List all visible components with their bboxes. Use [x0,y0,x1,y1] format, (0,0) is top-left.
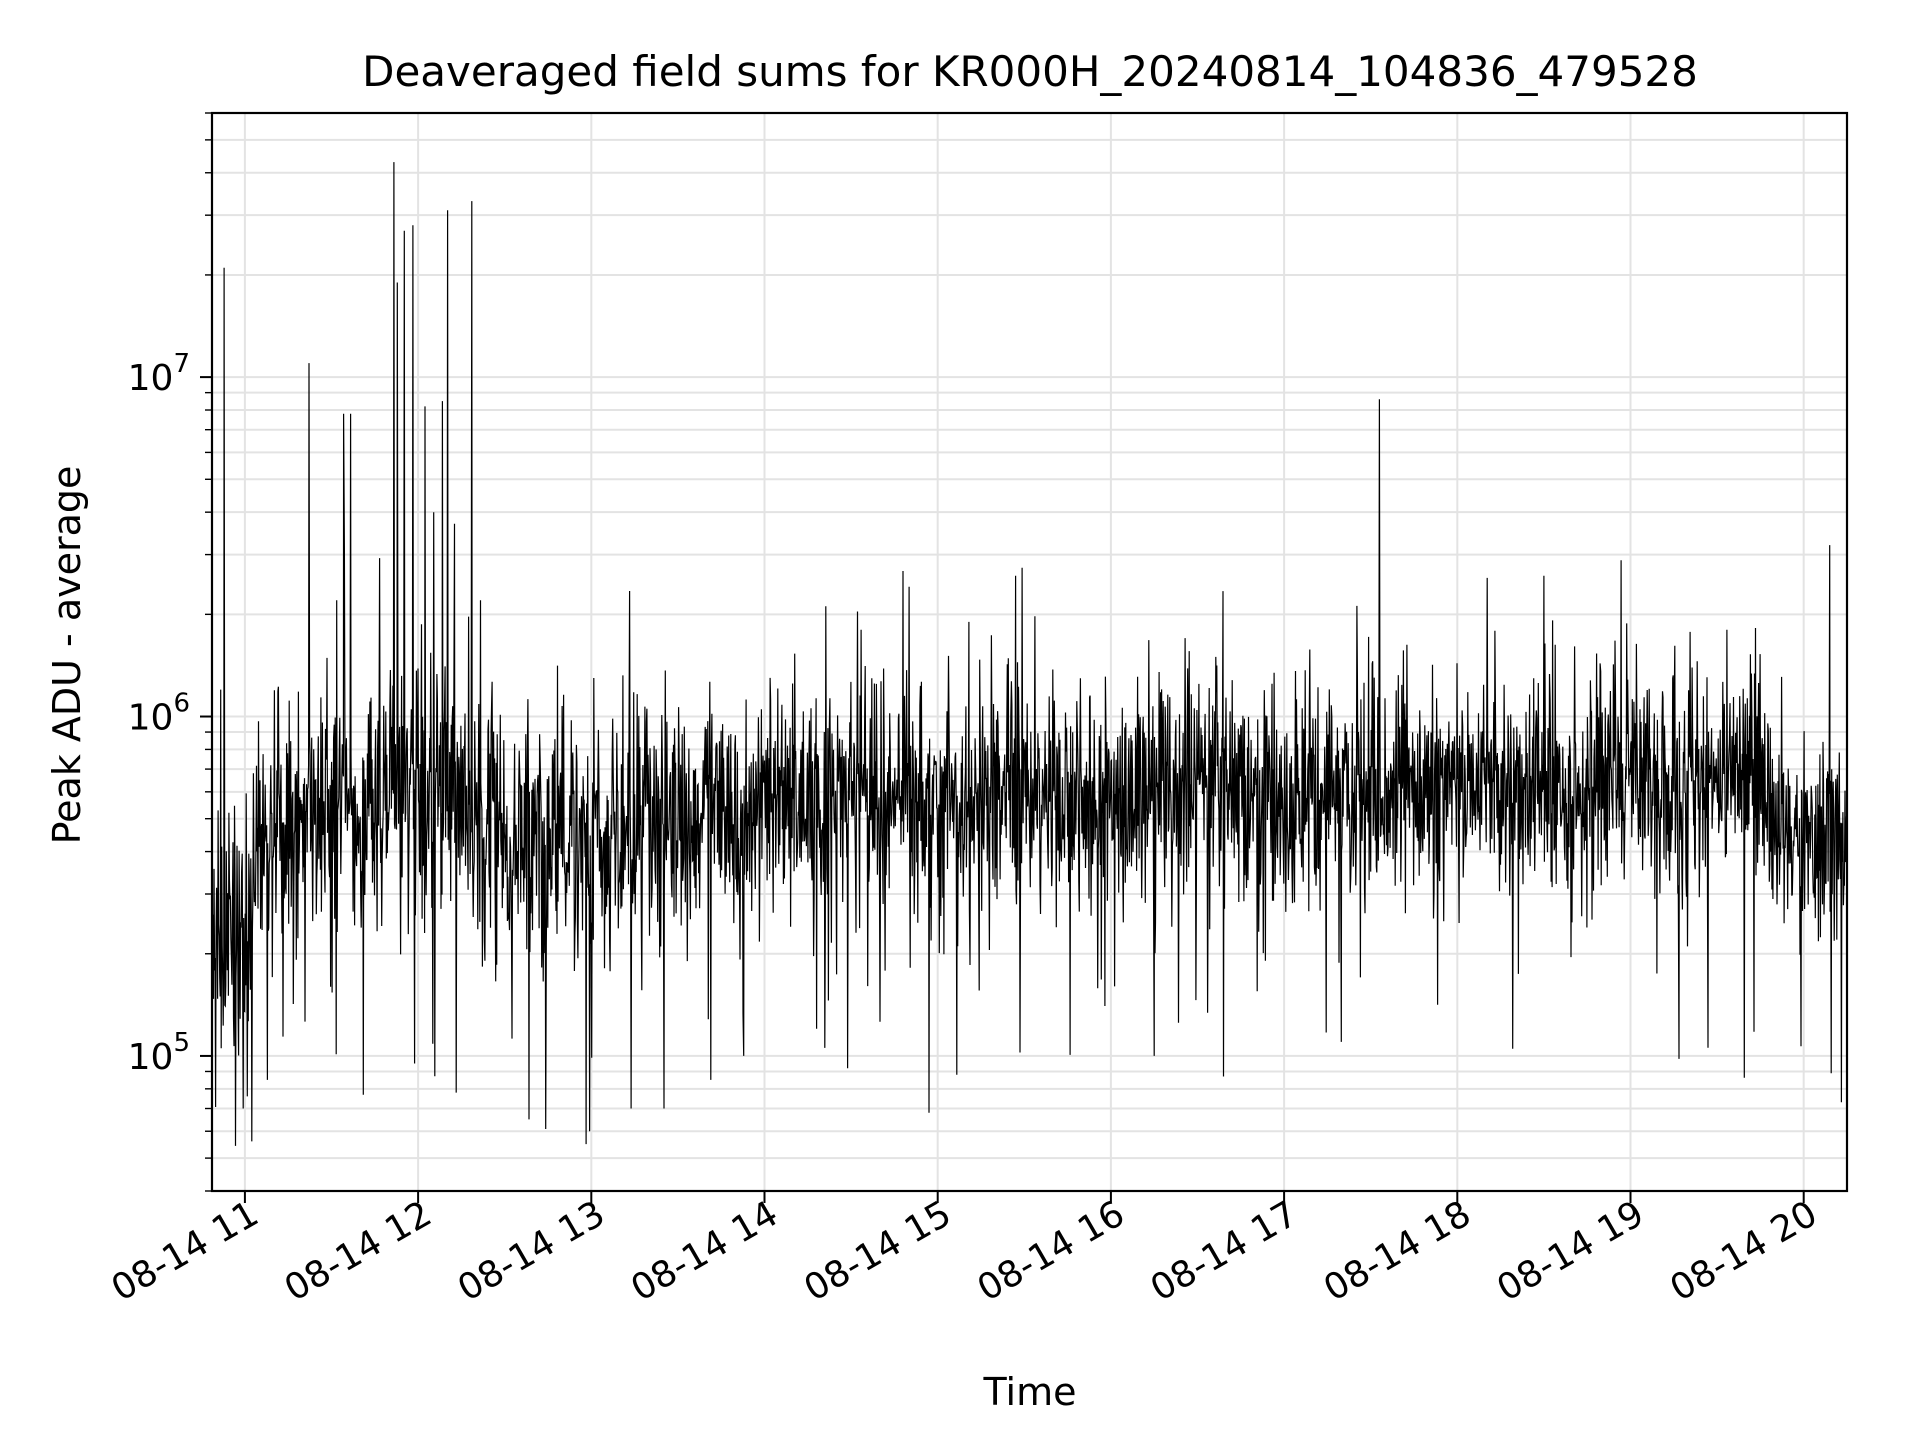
series-line [211,162,1848,1146]
y-tick-exponent: 7 [173,349,190,379]
y-tick-label: 106 [128,689,190,739]
y-tick-base: 10 [128,1037,174,1078]
y-tick-base: 10 [128,358,174,399]
y-tick-label: 105 [128,1028,190,1078]
y-tick-exponent: 6 [173,689,190,719]
chart-title: Deaveraged field sums for KR000H_2024081… [362,47,1698,96]
plot-area-frame [210,111,1849,1193]
series-group [211,162,1848,1146]
y-tick-base: 10 [128,698,174,739]
x-axis-label: Time [983,1370,1077,1414]
y-axis-label: Peak ADU - average [45,466,89,845]
y-tick-label: 107 [128,349,190,399]
y-tick-exponent: 5 [173,1028,190,1058]
